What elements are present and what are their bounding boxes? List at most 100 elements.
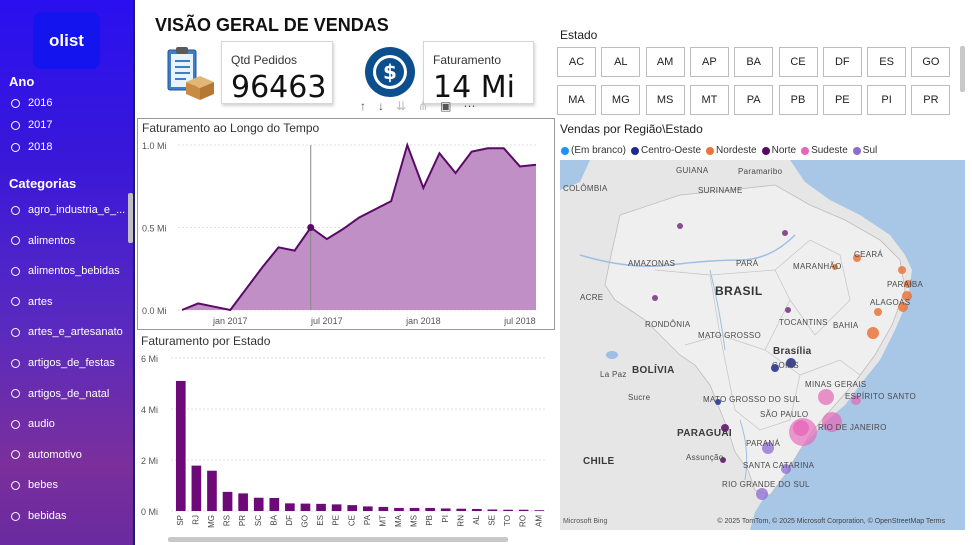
bar-mg[interactable]	[207, 470, 217, 511]
focus-icon[interactable]: ▣	[440, 99, 452, 113]
radio-circle-icon[interactable]	[11, 205, 20, 215]
estado-button-go[interactable]: GO	[911, 47, 951, 77]
map-label-rio-de-janeiro: RIO DE JANEIRO	[818, 423, 887, 432]
legend-item[interactable]: Sul	[852, 145, 877, 156]
arrow-up-icon[interactable]: ↑	[360, 99, 366, 113]
legend-item[interactable]: Sudeste	[801, 145, 848, 156]
radio-circle-icon[interactable]	[11, 389, 20, 399]
categoria-item[interactable]: automotivo	[11, 449, 82, 461]
bar-pi[interactable]	[440, 508, 451, 511]
map-label-amazonas: AMAZONAS	[628, 259, 676, 268]
estado-button-pa[interactable]: PA	[734, 85, 774, 115]
legend-item[interactable]: Norte	[761, 145, 796, 156]
categoria-item[interactable]: artes_e_artesanato	[11, 326, 123, 338]
radio-circle-icon[interactable]	[11, 142, 20, 152]
bar-al[interactable]	[472, 508, 482, 511]
categoria-item[interactable]: alimentos	[11, 235, 75, 247]
categoria-item[interactable]: artigos_de_natal	[11, 388, 109, 400]
map-label-rio-grande-do-sul: RIO GRANDE DO SUL	[722, 480, 810, 489]
page-title: VISÃO GERAL DE VENDAS	[155, 15, 389, 35]
bar-ro[interactable]	[518, 509, 529, 511]
bar-sc[interactable]	[253, 497, 264, 511]
estado-button-ce[interactable]: CE	[778, 47, 818, 77]
categoria-item[interactable]: artes	[11, 296, 52, 308]
radio-circle-icon[interactable]	[11, 266, 20, 276]
ano-item[interactable]: 2017	[11, 119, 52, 131]
categoria-item[interactable]: artigos_de_festas	[11, 357, 115, 369]
estado-scrollbar[interactable]	[960, 46, 965, 92]
map-attribution[interactable]: © 2025 TomTom, © 2025 Microsoft Corporat…	[717, 518, 945, 525]
sales-map[interactable]: COLÔMBIA GUIANA SURINAME Paramaribo AMAZ…	[560, 160, 965, 530]
bar-pe[interactable]	[331, 504, 342, 511]
radio-circle-icon[interactable]	[11, 419, 20, 429]
map-label-para: PARÁ	[736, 259, 759, 268]
bar-se[interactable]	[487, 509, 498, 511]
estado-button-mt[interactable]: MT	[689, 85, 729, 115]
categorias-scrollbar[interactable]	[128, 193, 133, 243]
x-tick-label: RJ	[191, 515, 200, 525]
line-chart-frame[interactable]: Faturamento ao Longo do Tempo 0.0 Mi 0.5 …	[137, 118, 555, 330]
estado-button-ma[interactable]: MA	[557, 85, 596, 115]
bar-go[interactable]	[300, 503, 311, 511]
double-arrow-down-icon[interactable]: ⇊	[396, 99, 407, 113]
estado-button-ms[interactable]: MS	[645, 85, 685, 115]
radio-circle-icon[interactable]	[11, 98, 20, 108]
estado-button-ac[interactable]: AC	[557, 47, 596, 77]
more-icon[interactable]: ⋯	[463, 99, 476, 113]
ano-item[interactable]: 2018	[11, 141, 52, 153]
estado-title: Estado	[560, 28, 598, 42]
bar-es[interactable]	[316, 503, 326, 511]
radio-circle-icon[interactable]	[11, 297, 20, 307]
estado-button-pr[interactable]: PR	[911, 85, 951, 115]
estado-button-pb[interactable]: PB	[778, 85, 818, 115]
bar-df[interactable]	[285, 503, 295, 511]
bar-pa[interactable]	[362, 506, 373, 511]
bar-mt[interactable]	[378, 506, 389, 511]
estado-button-am[interactable]: AM	[645, 47, 685, 77]
bar-ms[interactable]	[409, 507, 420, 511]
categoria-item[interactable]: bebes	[11, 479, 58, 491]
estado-button-pe[interactable]: PE	[822, 85, 862, 115]
estado-button-al[interactable]: AL	[601, 47, 641, 77]
radio-circle-icon[interactable]	[11, 120, 20, 130]
estado-button-ap[interactable]: AP	[689, 47, 729, 77]
legend-item[interactable]: (Em branco)	[561, 145, 626, 156]
categoria-item[interactable]: audio	[11, 418, 55, 430]
kpi-pedidos-card[interactable]: Qtd Pedidos 96463	[221, 41, 333, 105]
categoria-item[interactable]: agro_industria_e_...	[11, 204, 125, 216]
estado-button-pi[interactable]: PI	[867, 85, 907, 115]
estado-button-df[interactable]: DF	[822, 47, 862, 77]
radio-circle-icon[interactable]	[11, 480, 20, 490]
estado-button-mg[interactable]: MG	[601, 85, 641, 115]
bar-rs[interactable]	[222, 491, 233, 511]
bar-rn[interactable]	[456, 508, 467, 511]
map-label-brasil: BRASIL	[715, 284, 763, 298]
bar-ma[interactable]	[394, 507, 404, 511]
legend-item[interactable]: Centro-Oeste	[631, 145, 701, 156]
arrow-down-icon[interactable]: ↓	[378, 99, 384, 113]
radio-circle-icon[interactable]	[11, 358, 20, 368]
bar-chart-scrollbar[interactable]	[168, 537, 508, 542]
bar-sp[interactable]	[175, 380, 186, 511]
radio-circle-icon[interactable]	[11, 327, 20, 337]
legend-item[interactable]: Nordeste	[706, 145, 757, 156]
bar-ce[interactable]	[347, 505, 358, 511]
kpi-faturamento-card[interactable]: Faturamento 14 Mi	[423, 41, 534, 105]
bar-ba[interactable]	[269, 497, 280, 511]
bar-am[interactable]	[534, 510, 545, 511]
radio-circle-icon[interactable]	[11, 236, 20, 246]
categoria-item[interactable]: alimentos_bebidas	[11, 265, 120, 277]
bar-pr[interactable]	[238, 493, 248, 511]
drill-icon[interactable]: ⋔	[418, 99, 429, 113]
x-tick-label: MG	[207, 515, 216, 528]
radio-circle-icon[interactable]	[11, 511, 20, 521]
estado-button-es[interactable]: ES	[867, 47, 907, 77]
hover-point[interactable]	[307, 224, 315, 231]
bar-pb[interactable]	[425, 507, 435, 511]
radio-circle-icon[interactable]	[11, 450, 20, 460]
estado-button-ba[interactable]: BA	[734, 47, 774, 77]
ano-item[interactable]: 2016	[11, 97, 52, 109]
categoria-item[interactable]: bebidas	[11, 510, 67, 522]
bar-to[interactable]	[503, 509, 513, 511]
bar-rj[interactable]	[191, 465, 202, 511]
